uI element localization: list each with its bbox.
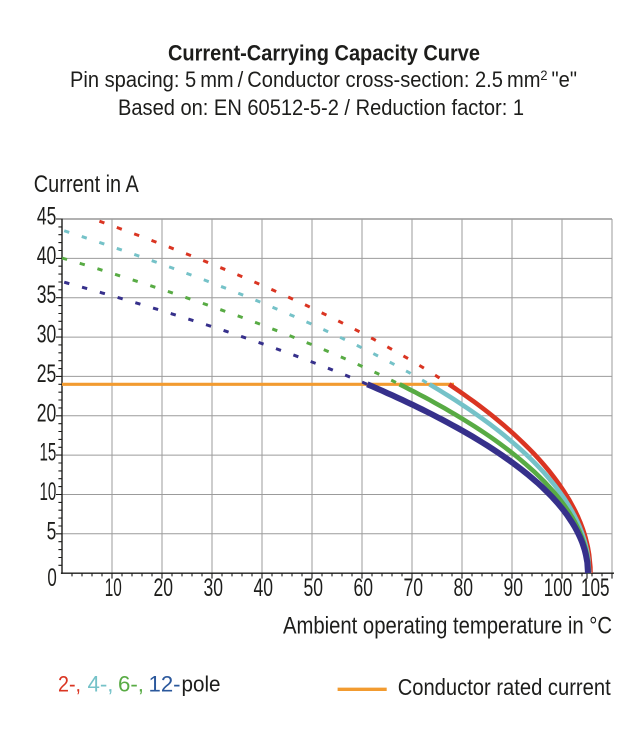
svg-text:Pin spacing: 5 mm / Conductor: Pin spacing: 5 mm / Conductor cross-sect…: [70, 67, 577, 92]
svg-text:20: 20: [153, 574, 173, 602]
svg-text:40: 40: [37, 242, 57, 270]
svg-text:30: 30: [203, 574, 223, 602]
svg-text:Based on: EN 60512-5-2 / Reduc: Based on: EN 60512-5-2 / Reduction facto…: [118, 95, 524, 120]
svg-text:50: 50: [303, 574, 323, 602]
svg-text:0: 0: [47, 564, 56, 592]
svg-text:30: 30: [37, 321, 57, 349]
svg-text:35: 35: [37, 281, 57, 309]
svg-text:70: 70: [403, 574, 423, 602]
svg-text:20: 20: [37, 399, 57, 427]
svg-text:80: 80: [453, 574, 473, 602]
svg-text:10: 10: [40, 478, 57, 506]
svg-text:4-,: 4-,: [88, 672, 114, 697]
svg-text:40: 40: [253, 574, 273, 602]
svg-text:Conductor rated current: Conductor rated current: [398, 674, 612, 700]
svg-text:12-: 12-: [149, 672, 181, 697]
svg-text:10: 10: [105, 574, 122, 602]
svg-text:Current in A: Current in A: [34, 171, 139, 198]
svg-text:45: 45: [37, 203, 56, 231]
svg-text:5: 5: [47, 517, 57, 545]
svg-text:105: 105: [581, 574, 610, 602]
svg-text:2-,: 2-,: [58, 672, 81, 697]
svg-text:25: 25: [37, 360, 57, 388]
svg-text:Current-Carrying Capacity Curv: Current-Carrying Capacity Curve: [168, 41, 480, 66]
svg-text:60: 60: [353, 574, 373, 602]
svg-text:pole: pole: [182, 672, 221, 697]
svg-text:6-,: 6-,: [118, 672, 144, 697]
svg-text:Ambient operating temperature: Ambient operating temperature in °C: [283, 613, 612, 640]
svg-text:90: 90: [503, 574, 523, 602]
svg-text:15: 15: [40, 439, 57, 467]
svg-text:100: 100: [544, 574, 573, 602]
